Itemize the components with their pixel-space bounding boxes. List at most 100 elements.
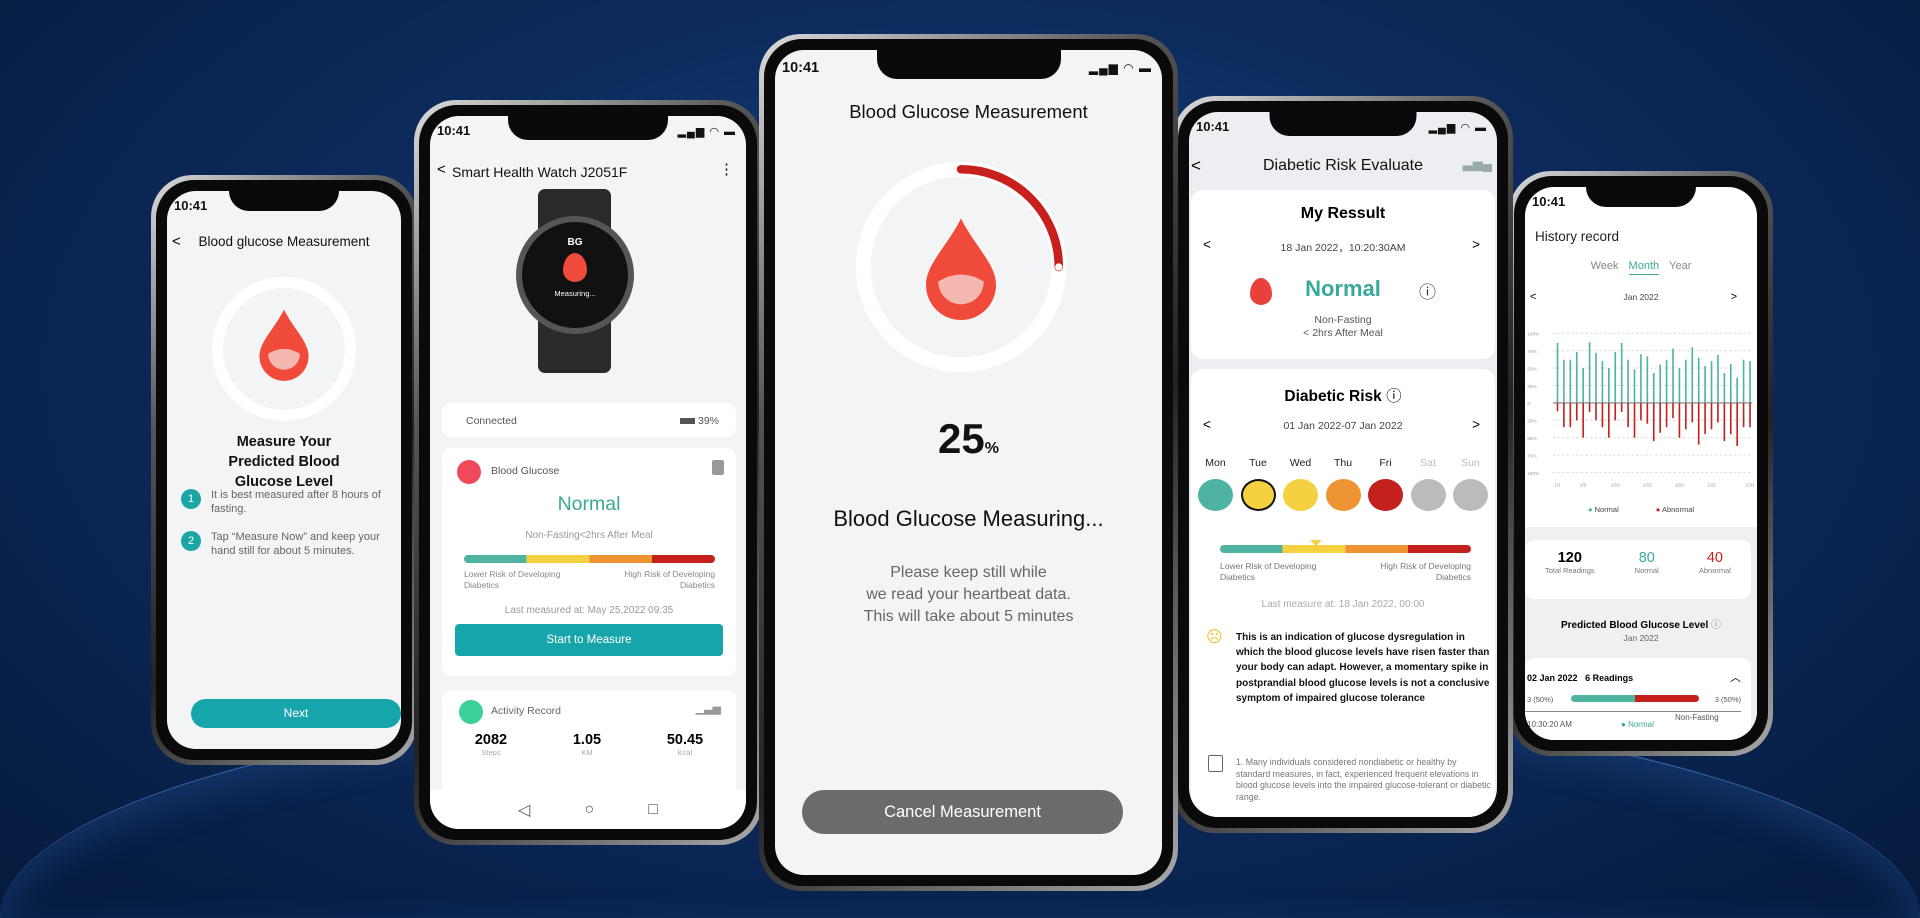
- condition-1: Non-Fasting: [1314, 314, 1372, 326]
- prev-icon[interactable]: <: [1530, 291, 1537, 303]
- bar-chart-icon[interactable]: ▁▃▅: [695, 703, 721, 715]
- day-wed[interactable]: Wed: [1283, 457, 1318, 511]
- card-title: Activity Record: [491, 705, 562, 717]
- period-tabs: Week Month Year: [1525, 260, 1757, 275]
- ring-progress: [956, 164, 1064, 272]
- result-card: My Ressult < 18 Jan 2022，10:20:30AM > No…: [1191, 190, 1495, 359]
- watch-image: BG Measuring...: [516, 216, 634, 334]
- risk-message: This is an indication of glucose dysregu…: [1236, 632, 1490, 704]
- info-icon[interactable]: ⓘ: [1711, 620, 1722, 631]
- back-icon[interactable]: <: [172, 233, 181, 250]
- next-icon[interactable]: >: [1472, 237, 1480, 252]
- day-tue[interactable]: Tue: [1240, 457, 1276, 511]
- day-mon[interactable]: Mon: [1198, 457, 1233, 511]
- back-icon[interactable]: <: [1191, 156, 1201, 175]
- predicted-title: Predicted Blood Glucose Level ⓘ: [1560, 620, 1722, 631]
- day-sat[interactable]: Sat: [1410, 457, 1446, 511]
- legend-abnormal: ● Abnormal: [1655, 505, 1695, 514]
- prev-icon[interactable]: <: [1203, 237, 1211, 252]
- collapse-icon[interactable]: ︿: [1730, 672, 1741, 684]
- report-icon[interactable]: [712, 460, 724, 475]
- signal-icons: ▂▄▆ ◠ ▬: [677, 126, 736, 138]
- risk-note: 1. Many individuals considered nondiabet…: [1236, 757, 1491, 802]
- next-icon[interactable]: >: [1472, 417, 1480, 432]
- y-tick-label: 50%: [1527, 436, 1536, 441]
- predicted-period: Jan 2022: [1623, 633, 1659, 643]
- nav-home-icon[interactable]: ○: [584, 800, 595, 818]
- day-thu[interactable]: Thu: [1325, 457, 1361, 511]
- activity-card[interactable]: Activity Record ▁▃▅ 2082 Steps 1.05 KM 50.…: [442, 690, 736, 800]
- high-risk-label: High Risk of Developing Diabetics: [624, 569, 715, 590]
- status-text: Normal: [557, 493, 621, 515]
- ratio-bar: [1571, 695, 1699, 702]
- next-icon[interactable]: >: [1730, 291, 1737, 303]
- history-chart: 100% 75% 50% 25% 0 25% 50% 75% 100% 1/1 1/5 1/10 1/1…: [1527, 332, 1755, 488]
- connection-card: Connected 39%: [442, 403, 736, 437]
- high-risk-label: High Risk of Developing Diabetics: [1380, 561, 1471, 582]
- y-tick-label: 0: [1527, 401, 1530, 406]
- start-measure-button[interactable]: Start to Measure: [455, 624, 723, 656]
- cancel-measurement-button[interactable]: Cancel Measurement: [802, 790, 1123, 834]
- y-tick-label: 100%: [1527, 471, 1539, 476]
- progress-percent: 25%: [938, 415, 999, 462]
- last-measured: Last measured at: May 25,2022 09:35: [504, 605, 674, 616]
- tab-month[interactable]: Month: [1628, 260, 1660, 275]
- page-title: History record: [1535, 229, 1620, 244]
- period-label: Jan 2022: [1623, 292, 1659, 302]
- day-label: Sat: [1420, 457, 1436, 469]
- clipboard-icon: [1208, 755, 1223, 772]
- day-label: Thu: [1333, 457, 1353, 469]
- stat-total: 120 Total Readings: [1545, 550, 1595, 575]
- risk-bar: [464, 555, 715, 563]
- page-title: Smart Health Watch J2051F: [452, 164, 628, 180]
- risk-bar: [1220, 545, 1471, 553]
- more-icon[interactable]: ⋮: [719, 161, 734, 178]
- condition-2: < 2hrs After Meal: [1303, 327, 1383, 339]
- info-icon[interactable]: ⓘ: [1419, 283, 1436, 302]
- stat-steps: 2082 Steps: [474, 732, 508, 757]
- page-title: Diabetic Risk Evaluate: [1262, 157, 1424, 174]
- phone-watch-dashboard: 10:41 ▂▄▆ ◠ ▬ < Smart Health Watch J2051…: [414, 100, 762, 845]
- info-icon[interactable]: ⓘ: [1386, 388, 1402, 405]
- y-tick-label: 75%: [1527, 349, 1536, 354]
- back-icon[interactable]: <: [437, 161, 446, 178]
- legend-normal: ● Normal: [1587, 505, 1619, 514]
- step-1: 1 It is best measured after 8 hours of fa…: [181, 489, 397, 516]
- phone-measure-intro: 10:41 < Blood glucose Measurement Measur…: [151, 175, 417, 765]
- y-tick-label: 25%: [1527, 384, 1536, 389]
- result-datetime: 18 Jan 2022，10:20:30AM: [1280, 242, 1406, 254]
- nav-back-icon[interactable]: ◁: [518, 801, 531, 819]
- x-tick-label: 1/31: [1746, 482, 1755, 487]
- prev-icon[interactable]: <: [1203, 417, 1211, 432]
- day-label: Fri: [1379, 457, 1392, 469]
- risk-pointer: [1310, 540, 1322, 546]
- risk-dot: [1198, 479, 1233, 511]
- y-tick-label: 100%: [1527, 332, 1539, 337]
- risk-dot: [1325, 479, 1361, 511]
- day-fri[interactable]: Fri: [1368, 457, 1403, 511]
- risk-dot: [1240, 479, 1276, 511]
- stat-km: 1.05 KM: [572, 732, 602, 757]
- condition-text: Non-Fasting<2hrs After Meal: [525, 530, 653, 541]
- blood-drop-icon: [563, 253, 587, 282]
- tab-week[interactable]: Week: [1590, 260, 1619, 272]
- blood-glucose-icon: [457, 460, 481, 484]
- page-title: Blood glucose Measurement: [198, 234, 370, 249]
- low-risk-label: Lower Risk of Developing Diabetics: [464, 569, 561, 590]
- week-days: Mon Tue Wed Thu Fri Sat Sun: [1198, 457, 1488, 511]
- tab-year[interactable]: Year: [1669, 260, 1692, 272]
- nav-recent-icon[interactable]: □: [648, 800, 658, 818]
- page-title: Blood Glucose Measurement: [849, 101, 1088, 122]
- day-card[interactable]: 02 Jan 2022 6 Readings ︿ 3 (50%) 3 (50%)…: [1525, 658, 1751, 740]
- next-button[interactable]: Next: [191, 699, 401, 728]
- chart-icon[interactable]: ▃▅▄: [1462, 156, 1492, 171]
- chart-legend: ● Normal ● Abnormal: [1525, 505, 1757, 514]
- heading: Measure Your Predicted Blood Glucose Lev…: [228, 434, 340, 490]
- status-time: 10:41: [1196, 119, 1230, 134]
- sad-face-icon: ☹: [1206, 629, 1223, 646]
- day-sun[interactable]: Sun: [1453, 457, 1488, 511]
- android-nav-bar: ◁ ○ □: [430, 790, 746, 829]
- y-tick-label: 75%: [1527, 453, 1536, 458]
- blood-glucose-card: Blood Glucose Normal Non-Fasting<2hrs Af…: [442, 448, 736, 676]
